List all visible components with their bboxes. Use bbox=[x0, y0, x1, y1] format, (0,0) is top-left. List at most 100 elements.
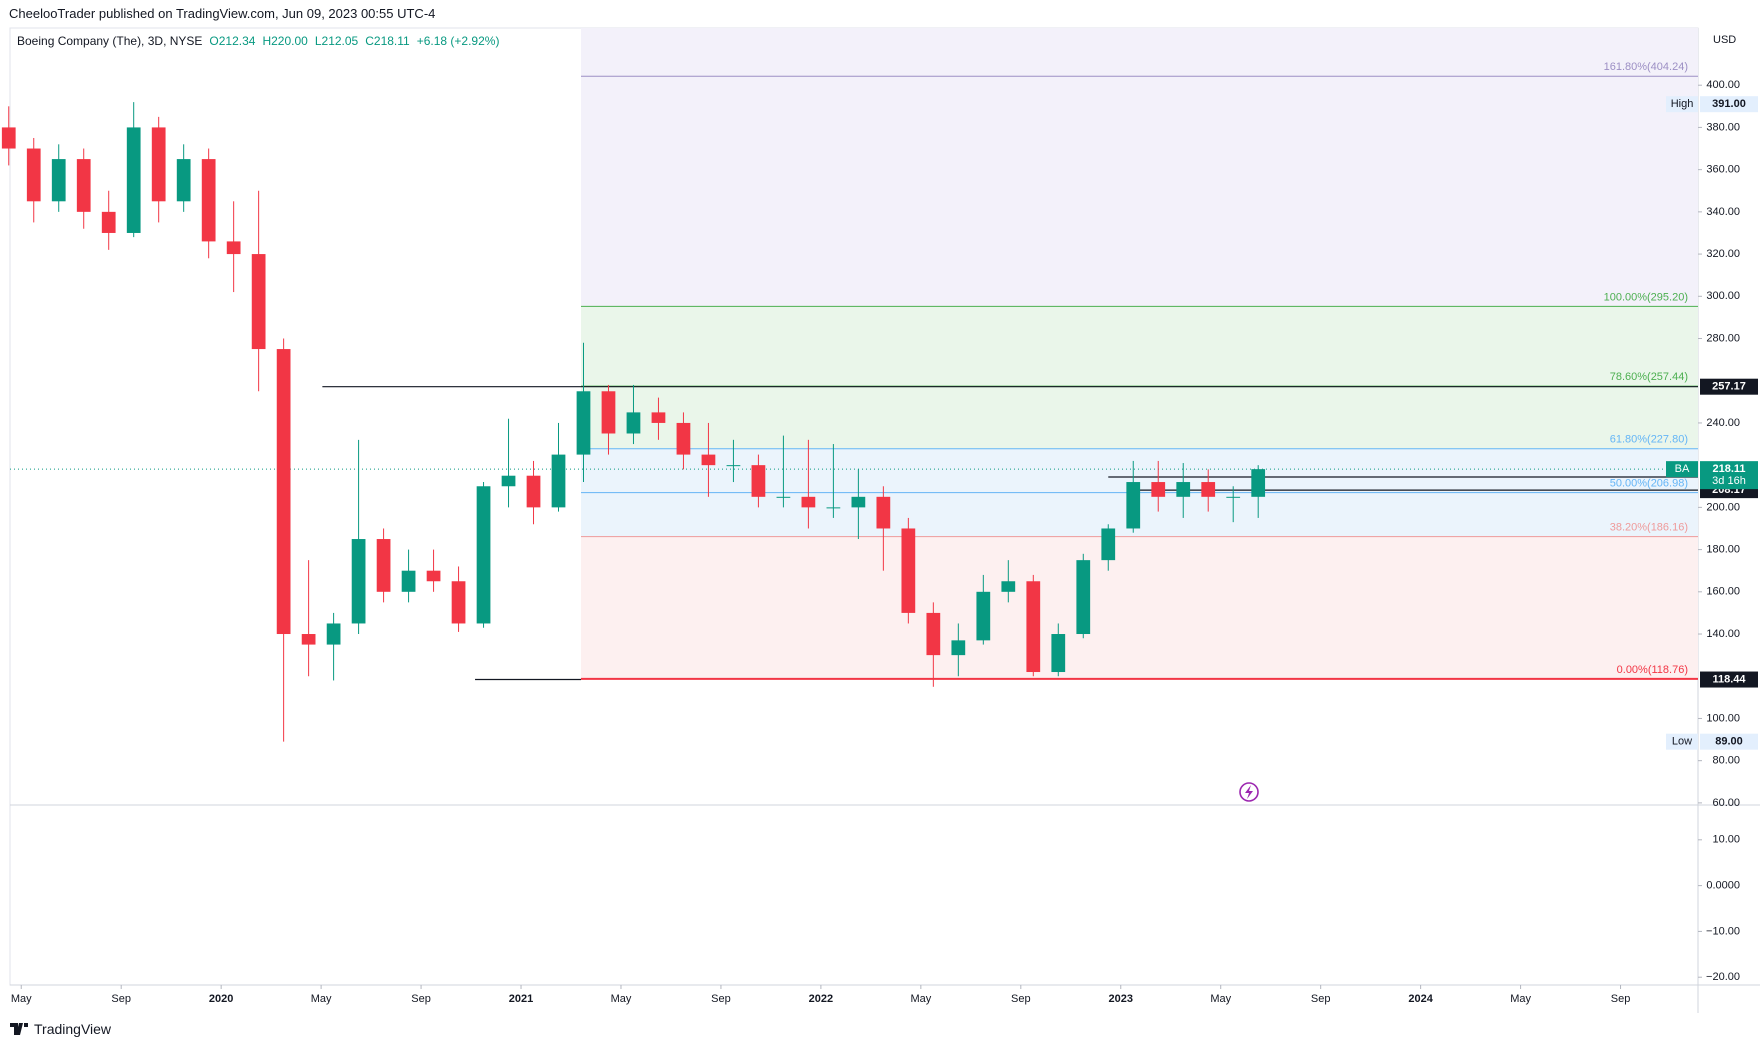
candle-body bbox=[776, 496, 791, 498]
x-tick-label: May bbox=[1210, 993, 1231, 1005]
fib-label: 0.00%(118.76) bbox=[1617, 664, 1688, 676]
candle-body bbox=[951, 640, 966, 656]
candle-body bbox=[626, 412, 641, 434]
candle-body bbox=[1101, 528, 1116, 561]
currency: USD bbox=[1713, 34, 1736, 46]
y-tick-label: 160.00 bbox=[1706, 586, 1740, 598]
y-tick-label: 100.00 bbox=[1706, 712, 1740, 724]
candle-body bbox=[1026, 581, 1041, 673]
fib-label: 100.00%(295.20) bbox=[1604, 291, 1688, 303]
ohlc-open: O212.34 bbox=[209, 34, 256, 48]
candle-body bbox=[526, 475, 541, 508]
candle-body bbox=[301, 634, 316, 645]
x-tick-label: May bbox=[910, 993, 931, 1005]
price-tag bbox=[1700, 733, 1758, 750]
price-tag-label: 257.17 bbox=[1712, 381, 1746, 393]
y-tick-label: 340.00 bbox=[1706, 206, 1740, 218]
y-tick-label: 360.00 bbox=[1706, 164, 1740, 176]
candle-body bbox=[1201, 482, 1216, 497]
candle-body bbox=[251, 254, 266, 350]
candle-body bbox=[226, 241, 241, 255]
y-tick-label: 0.0000 bbox=[1706, 880, 1740, 892]
ohlc-close: C218.11 bbox=[365, 34, 410, 48]
candle-body bbox=[676, 422, 691, 455]
x-tick-label: Sep bbox=[111, 993, 131, 1005]
fib-zone bbox=[580, 536, 1698, 679]
candle-body bbox=[901, 528, 916, 613]
price-tag-name-box bbox=[1666, 733, 1698, 750]
candle-body bbox=[601, 391, 616, 434]
price-tag-label: 89.00 bbox=[1715, 736, 1743, 748]
candle-body bbox=[426, 570, 441, 582]
x-tick-label: May bbox=[611, 993, 632, 1005]
price-tag-name-box bbox=[1666, 461, 1698, 478]
y-tick-label: 10.00 bbox=[1712, 834, 1740, 846]
fib-label: 78.60%(257.44) bbox=[1610, 371, 1688, 383]
lightning-icon[interactable] bbox=[1239, 782, 1259, 802]
change: +6.18 (+2.92%) bbox=[416, 34, 500, 48]
candle-body bbox=[576, 391, 591, 455]
y-tick-label: 80.00 bbox=[1712, 755, 1740, 767]
y-tick-label: 400.00 bbox=[1706, 79, 1740, 91]
candle-body bbox=[701, 454, 716, 466]
lightning-bolt bbox=[1245, 785, 1253, 799]
candle-body bbox=[1051, 634, 1066, 673]
price-tag-name-box bbox=[1666, 96, 1698, 113]
candle-body bbox=[1, 127, 16, 149]
x-tick-label: May bbox=[311, 993, 332, 1005]
candle-body bbox=[1226, 496, 1241, 498]
price-tag bbox=[1700, 671, 1758, 688]
x-tick-label: May bbox=[11, 993, 32, 1005]
candle-body bbox=[1151, 482, 1166, 497]
y-tick-label: −20.00 bbox=[1706, 971, 1740, 983]
x-tick-label: Sep bbox=[1011, 993, 1031, 1005]
x-tick-label: 2024 bbox=[1408, 993, 1433, 1005]
candle-body bbox=[726, 465, 741, 467]
candle-body bbox=[476, 486, 491, 624]
price-tag bbox=[1700, 378, 1758, 395]
fib-zone bbox=[580, 76, 1698, 307]
candle-body bbox=[126, 127, 141, 233]
y-tick-label: 180.00 bbox=[1706, 543, 1740, 555]
plot: 0.00%(118.76) 38.20%(186.16) 50.00%(206.98… bbox=[1, 28, 1758, 1005]
brand: TradingView bbox=[34, 1021, 112, 1037]
y-tick-label: 140.00 bbox=[1706, 628, 1740, 640]
candle-body bbox=[451, 581, 466, 624]
y-tick-label: 240.00 bbox=[1706, 417, 1740, 429]
fib-zone bbox=[580, 306, 1698, 387]
x-tick-label: 2021 bbox=[509, 993, 533, 1005]
publisher: CheelooTrader published on TradingView.c… bbox=[9, 6, 436, 21]
candle-body bbox=[1176, 482, 1191, 497]
price-tag bbox=[1700, 461, 1758, 490]
x-tick-label: 2022 bbox=[809, 993, 833, 1005]
candle-body bbox=[26, 148, 41, 202]
price-tag-name: High bbox=[1671, 98, 1694, 110]
candle-body bbox=[401, 570, 416, 592]
candle-body bbox=[1076, 560, 1091, 635]
x-tick-label: 2020 bbox=[209, 993, 233, 1005]
x-tick-label: Sep bbox=[711, 993, 731, 1005]
x-tick-label: Sep bbox=[1311, 993, 1331, 1005]
fib-label: 161.80%(404.24) bbox=[1604, 61, 1688, 73]
x-tick-label: 2023 bbox=[1109, 993, 1133, 1005]
y-tick-label: 320.00 bbox=[1706, 248, 1740, 260]
candle-body bbox=[1126, 482, 1141, 529]
candle-body bbox=[51, 159, 66, 202]
legend: Boeing Company (The), 3D, NYSE O212.34 H… bbox=[17, 34, 499, 48]
candle-body bbox=[151, 127, 166, 202]
y-tick-label: 60.00 bbox=[1712, 797, 1740, 809]
candle-body bbox=[876, 496, 891, 529]
price-tag-name: Low bbox=[1672, 736, 1692, 748]
symbol: Boeing Company (The), 3D, NYSE bbox=[17, 34, 203, 48]
candle-body bbox=[76, 159, 91, 212]
candle-body bbox=[851, 496, 866, 508]
fib-label: 61.80%(227.80) bbox=[1610, 434, 1688, 446]
candle-body bbox=[276, 349, 291, 635]
candle-body bbox=[651, 412, 666, 423]
fib-label: 50.00%(206.98) bbox=[1610, 478, 1688, 490]
candle-body bbox=[501, 475, 516, 487]
y-tick-label: 380.00 bbox=[1706, 121, 1740, 133]
candle-body bbox=[376, 539, 391, 592]
